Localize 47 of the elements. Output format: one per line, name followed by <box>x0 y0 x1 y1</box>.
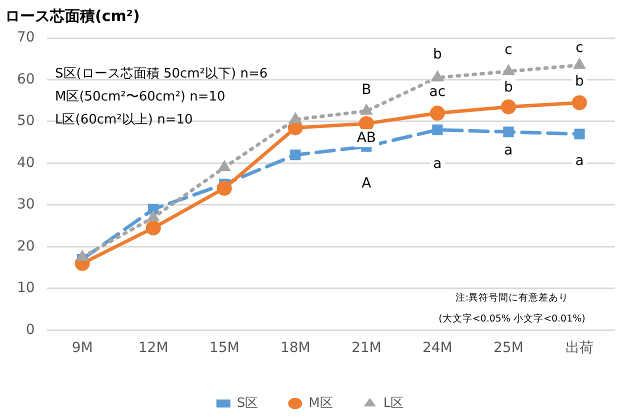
point <box>430 106 445 121</box>
y-tick-label: 60 <box>16 71 35 88</box>
annotation: L区(60cm²以上) n=10 <box>55 112 193 128</box>
x-tick-label: 12M <box>138 340 168 356</box>
annotation: b <box>432 46 442 62</box>
point <box>574 128 585 140</box>
point <box>572 95 587 110</box>
y-tick-label: 40 <box>16 154 35 171</box>
annotation: M区(50cm²〜60cm²) n=10 <box>55 89 226 104</box>
annotation: b <box>575 73 584 90</box>
legend-label: S区 <box>236 396 258 411</box>
annotation: B <box>362 82 372 98</box>
point <box>500 99 516 114</box>
annotation: S区(ロース芯面積 50cm²以下) n=6 <box>55 66 268 82</box>
annotation: a <box>504 142 513 158</box>
x-tick-label: 25M <box>494 340 524 356</box>
y-tick-label: 20 <box>16 238 35 254</box>
legend-label: M区 <box>308 396 333 411</box>
x-tick-label: 21M <box>351 340 382 356</box>
y-tick-label: 30 <box>16 196 35 213</box>
x-tick-label: 18M <box>280 340 310 356</box>
y-tick-label: 10 <box>16 280 35 296</box>
annotation: ac <box>429 84 446 100</box>
annotation: A <box>362 176 372 192</box>
y-tick-label: 50 <box>16 113 35 130</box>
annotation: a <box>433 156 442 172</box>
annotation: a <box>575 152 584 169</box>
point <box>146 220 161 236</box>
x-tick-label: 24M <box>422 340 452 356</box>
chart-title: ロース芯面積(cm²) <box>5 6 140 25</box>
point <box>432 124 443 136</box>
x-tick-label: 15M <box>209 340 240 356</box>
x-tick-label: 9M <box>72 340 93 356</box>
y-tick-label: 0 <box>26 322 35 338</box>
point <box>358 116 374 132</box>
point <box>216 180 232 196</box>
point <box>290 150 301 160</box>
legend-label: L区 <box>383 396 404 411</box>
y-tick-label: 70 <box>16 30 35 46</box>
annotation: b <box>504 80 514 96</box>
point <box>503 126 514 138</box>
annotation: c <box>504 42 512 58</box>
annotation: AB <box>356 130 376 146</box>
annotation: c <box>576 40 584 56</box>
annotation: 注:異符号間に有意差あり <box>455 291 569 304</box>
annotation: (大文字<0.05% 小文字<0.01%) <box>438 312 586 324</box>
x-tick-label: 出荷 <box>565 340 594 356</box>
